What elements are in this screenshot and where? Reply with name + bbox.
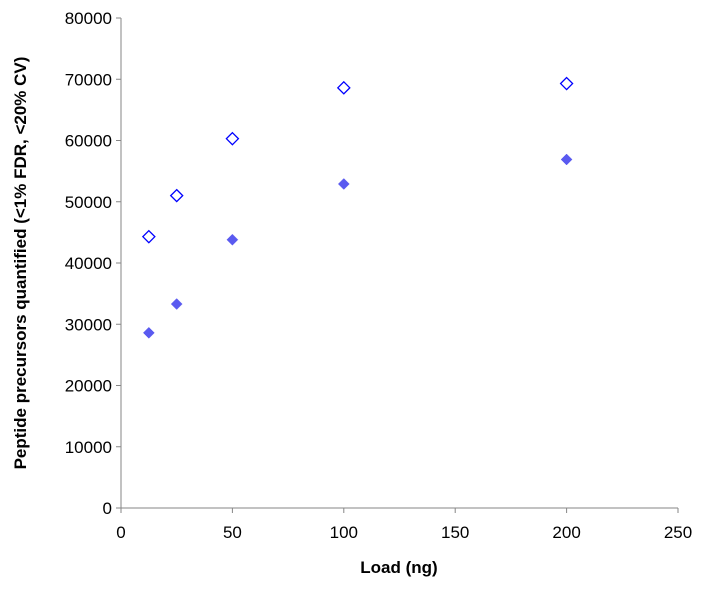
y-tick-label: 40000 <box>65 254 112 273</box>
y-tick-label: 0 <box>103 499 112 518</box>
y-tick-label: 60000 <box>65 132 112 151</box>
open-diamond-point <box>141 229 156 244</box>
x-tick-label: 0 <box>116 523 125 542</box>
filled-diamond-point <box>142 326 155 339</box>
x-tick-label: 150 <box>441 523 469 542</box>
y-tick-label: 20000 <box>65 377 112 396</box>
filled-diamond-point <box>560 153 573 166</box>
open-diamond-point <box>225 131 240 146</box>
open-diamond-point <box>169 188 184 203</box>
x-tick-label: 250 <box>664 523 692 542</box>
y-tick-label: 70000 <box>65 70 112 89</box>
filled-diamond-point <box>170 298 183 310</box>
y-tick-label: 30000 <box>65 315 112 334</box>
y-axis-label: Peptide precursors quantified (<1% FDR, … <box>11 57 30 470</box>
y-tick-label: 50000 <box>65 193 112 212</box>
y-tick-label: 80000 <box>65 9 112 28</box>
filled-diamond-point <box>226 233 239 246</box>
open-diamond-point <box>559 76 574 91</box>
y-tick-label: 10000 <box>65 438 112 457</box>
open-diamond-point <box>336 80 351 95</box>
x-tick-label: 100 <box>330 523 358 542</box>
x-tick-label: 50 <box>223 523 242 542</box>
x-axis-label: Load (ng) <box>360 558 437 577</box>
x-tick-label: 200 <box>552 523 580 542</box>
filled-diamond-point <box>337 178 350 190</box>
